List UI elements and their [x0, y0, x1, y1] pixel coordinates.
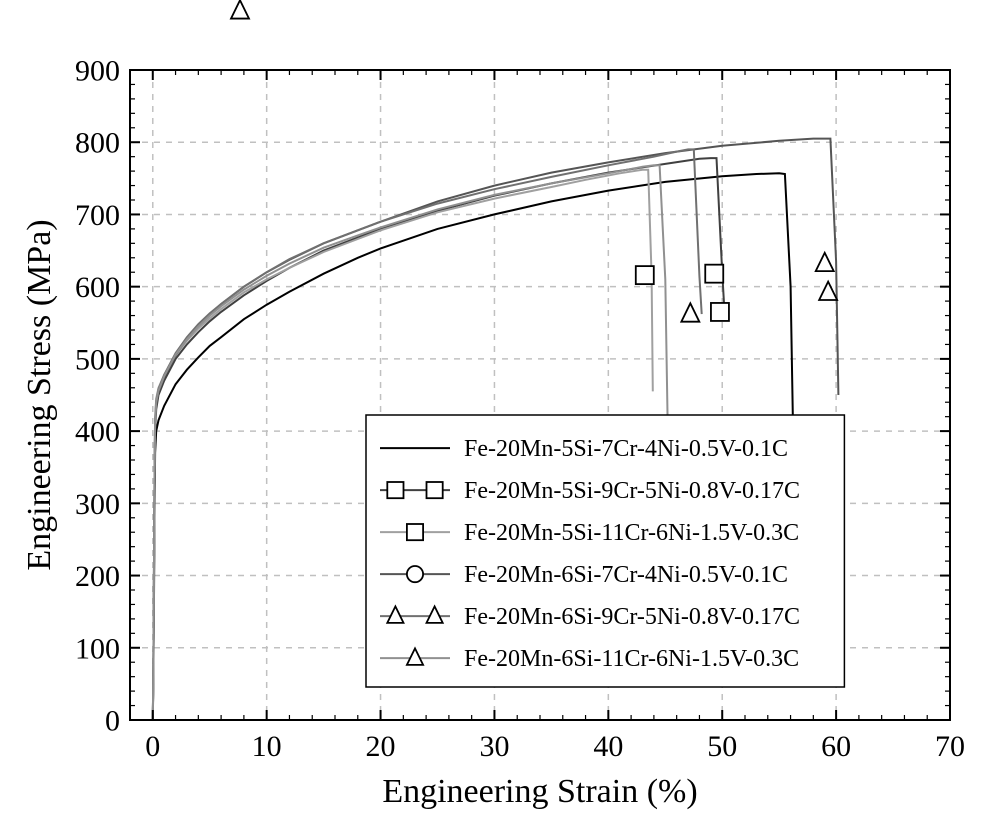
- svg-text:900: 900: [75, 55, 120, 88]
- stress-strain-chart: 0102030405060700100200300400500600700800…: [0, 0, 1000, 826]
- chart-svg: 0102030405060700100200300400500600700800…: [0, 0, 1000, 826]
- svg-text:20: 20: [366, 730, 396, 763]
- svg-text:Fe-20Mn-6Si-11Cr-6Ni-1.5V-0.3C: Fe-20Mn-6Si-11Cr-6Ni-1.5V-0.3C: [464, 646, 799, 672]
- svg-text:50: 50: [707, 730, 737, 763]
- svg-text:60: 60: [821, 730, 851, 763]
- svg-text:0: 0: [145, 730, 160, 763]
- svg-text:500: 500: [75, 343, 120, 376]
- svg-text:30: 30: [479, 730, 509, 763]
- svg-text:10: 10: [252, 730, 282, 763]
- svg-text:200: 200: [75, 560, 120, 593]
- svg-text:Fe-20Mn-6Si-9Cr-5Ni-0.8V-0.17C: Fe-20Mn-6Si-9Cr-5Ni-0.8V-0.17C: [464, 604, 800, 630]
- svg-text:800: 800: [75, 127, 120, 160]
- svg-text:40: 40: [593, 730, 623, 763]
- svg-text:400: 400: [75, 416, 120, 449]
- svg-text:Fe-20Mn-5Si-11Cr-6Ni-1.5V-0.3C: Fe-20Mn-5Si-11Cr-6Ni-1.5V-0.3C: [464, 520, 799, 546]
- svg-text:Fe-20Mn-5Si-7Cr-4Ni-0.5V-0.1C: Fe-20Mn-5Si-7Cr-4Ni-0.5V-0.1C: [464, 436, 788, 462]
- svg-text:100: 100: [75, 632, 120, 665]
- svg-text:300: 300: [75, 488, 120, 521]
- svg-text:700: 700: [75, 199, 120, 232]
- svg-text:Engineering Stress (MPa): Engineering Stress (MPa): [21, 219, 58, 570]
- svg-text:Engineering Strain (%): Engineering Strain (%): [382, 773, 697, 810]
- svg-text:Fe-20Mn-5Si-9Cr-5Ni-0.8V-0.17C: Fe-20Mn-5Si-9Cr-5Ni-0.8V-0.17C: [464, 478, 800, 504]
- svg-text:70: 70: [935, 730, 965, 763]
- svg-text:0: 0: [105, 705, 120, 738]
- svg-text:Fe-20Mn-6Si-7Cr-4Ni-0.5V-0.1C: Fe-20Mn-6Si-7Cr-4Ni-0.5V-0.1C: [464, 562, 788, 588]
- svg-text:600: 600: [75, 271, 120, 304]
